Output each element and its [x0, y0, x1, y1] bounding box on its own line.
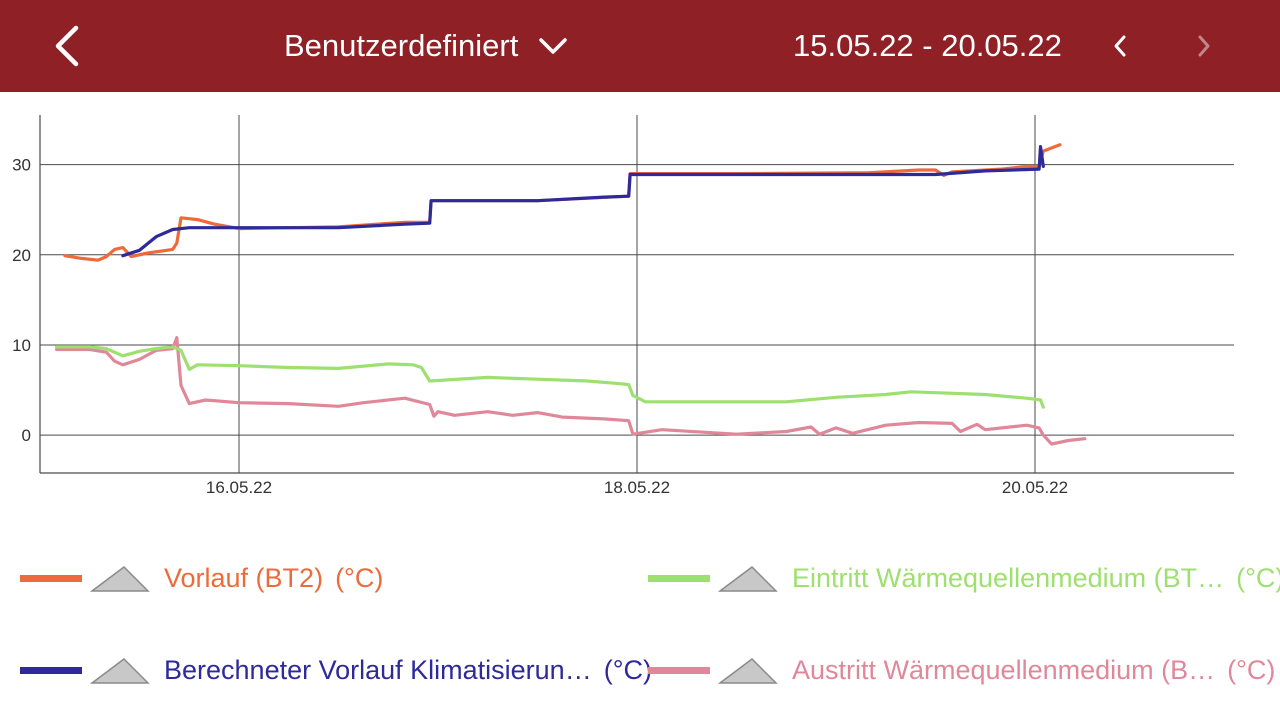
- series-line-3: [54, 336, 1087, 446]
- legend-label: Vorlauf (BT2): [164, 562, 324, 593]
- legend-swatch: [20, 666, 82, 674]
- legend-label: Austritt Wärmequellenmedium (B…: [792, 654, 1216, 685]
- series-line-2: [54, 345, 1045, 409]
- series-line-1: [121, 144, 1045, 258]
- chart-legend: Vorlauf (BT2) (°C) Eintritt Wärmequellen…: [0, 540, 1280, 710]
- range-dropdown[interactable]: Benutzerdefiniert: [284, 22, 568, 70]
- back-button[interactable]: [40, 18, 96, 74]
- legend-swatch: [648, 574, 710, 582]
- legend-unit: (°C): [1236, 562, 1280, 593]
- date-range-label: 15.05.22 - 20.05.22: [793, 28, 1062, 63]
- header-bar: Benutzerdefiniert 15.05.22 - 20.05.22: [0, 0, 1280, 92]
- y-tick-label: 20: [12, 246, 31, 265]
- next-period-button: [1184, 22, 1224, 70]
- x-tick-label: 16.05.22: [206, 478, 272, 497]
- previous-period-button[interactable]: [1100, 22, 1140, 70]
- legend-item-vorlauf[interactable]: Vorlauf (BT2) (°C): [20, 554, 620, 602]
- legend-swatch: [648, 666, 710, 674]
- temperature-line-chart[interactable]: 0 10 20 30 16.05.22 18.05.22 20.05.22: [0, 92, 1280, 522]
- legend-unit: (°C): [603, 654, 652, 685]
- x-tick-label: 20.05.22: [1002, 478, 1068, 497]
- chevron-right-icon: [1198, 35, 1210, 57]
- mountain-icon[interactable]: [90, 655, 150, 685]
- legend-label: Eintritt Wärmequellenmedium (BT…: [792, 562, 1225, 593]
- legend-item-austritt[interactable]: Austritt Wärmequellenmedium (B… (°C): [648, 646, 1276, 694]
- legend-item-berechneter[interactable]: Berechneter Vorlauf Klimatisierun… (°C): [20, 646, 652, 694]
- range-label: Benutzerdefiniert: [284, 28, 519, 63]
- series-line-0: [63, 143, 1062, 262]
- y-tick-label: 30: [12, 156, 31, 175]
- y-tick-label: 10: [12, 336, 31, 355]
- legend-unit: (°C): [335, 562, 384, 593]
- chevron-down-icon: [539, 38, 568, 54]
- mountain-icon[interactable]: [90, 563, 150, 593]
- chart-area: 0 10 20 30 16.05.22 18.05.22 20.05.22: [0, 92, 1280, 522]
- y-tick-label: 0: [22, 426, 31, 445]
- chevron-left-icon: [1114, 35, 1126, 57]
- chevron-left-icon: [55, 25, 79, 67]
- legend-unit: (°C): [1227, 654, 1276, 685]
- mountain-icon[interactable]: [718, 655, 778, 685]
- legend-item-eintritt[interactable]: Eintritt Wärmequellenmedium (BT… (°C): [648, 554, 1280, 602]
- legend-label: Berechneter Vorlauf Klimatisierun…: [164, 654, 592, 685]
- x-tick-label: 18.05.22: [604, 478, 670, 497]
- legend-swatch: [20, 574, 82, 582]
- mountain-icon[interactable]: [718, 563, 778, 593]
